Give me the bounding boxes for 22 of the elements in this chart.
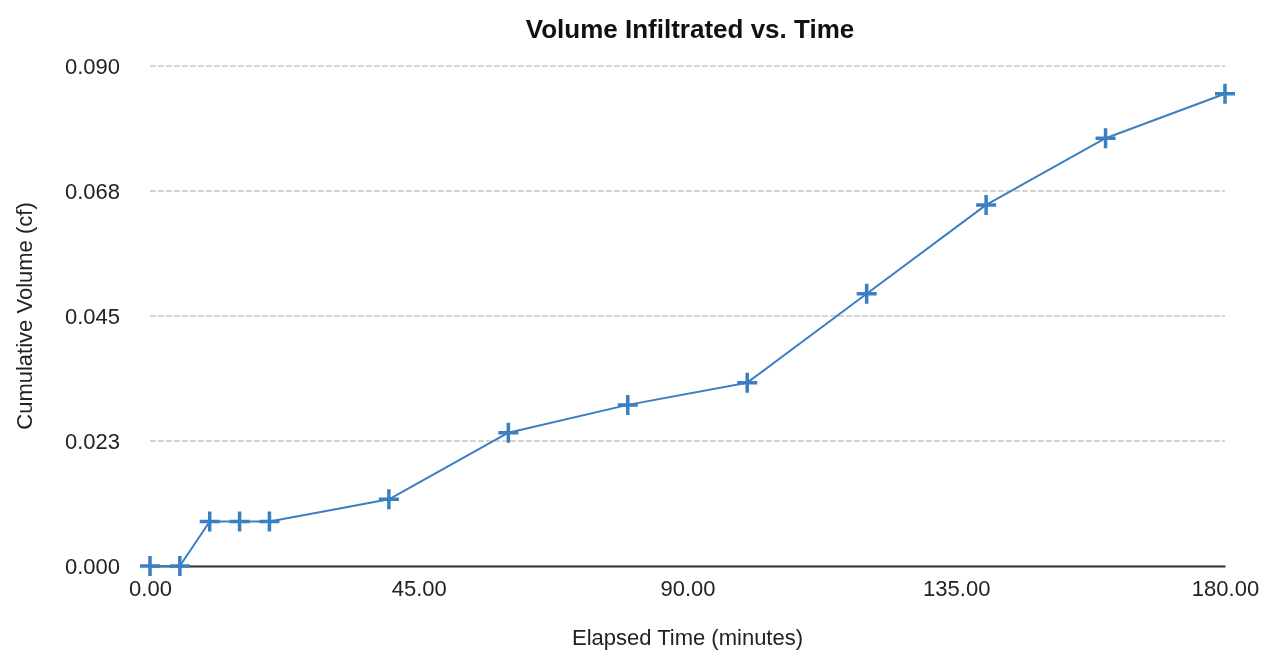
point [737, 372, 758, 393]
chart-title: Volume Infiltrated vs. Time [525, 14, 855, 44]
point [1095, 128, 1116, 149]
y-axis-title: Cumulative Volume (cf) [12, 202, 37, 430]
point [976, 194, 997, 215]
y-tick-label: 0.023 [64, 428, 120, 454]
point [169, 556, 190, 576]
point [378, 489, 399, 510]
x-tick-label: 0.00 [129, 575, 172, 601]
x-tick-label: 180.00 [1191, 575, 1260, 601]
x-tick-label: 45.00 [391, 575, 447, 601]
x-tick-label: 90.00 [660, 575, 716, 601]
point [140, 556, 160, 576]
y-tick-label: 0.000 [64, 553, 120, 579]
y-tick-label: 0.045 [64, 303, 120, 329]
y-tick-label: 0.068 [64, 178, 120, 204]
x-axis-title: Elapsed Time (minutes) [571, 625, 804, 650]
point [856, 283, 877, 304]
point [1215, 83, 1235, 104]
point [617, 394, 638, 415]
x-tick-label: 135.00 [923, 575, 991, 601]
y-tick-label: 0.090 [64, 53, 120, 79]
